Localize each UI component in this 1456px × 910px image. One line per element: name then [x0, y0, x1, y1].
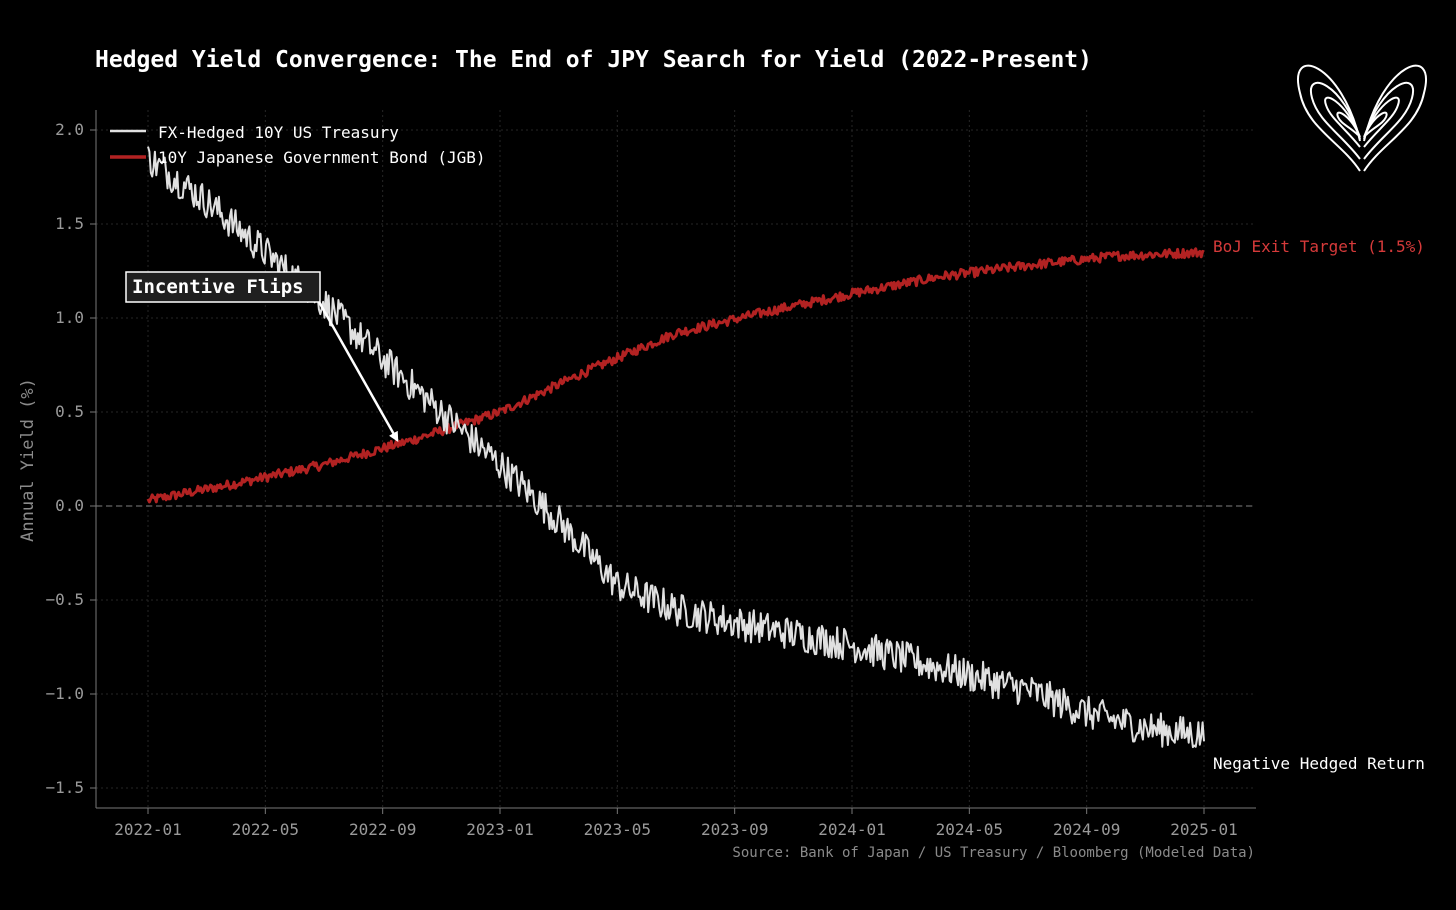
chart-title: Hedged Yield Convergence: The End of JPY…: [95, 47, 1092, 73]
x-tick-label: 2024-09: [1053, 820, 1120, 839]
y-tick-label: 1.0: [55, 308, 84, 327]
y-tick-label: −1.0: [45, 684, 84, 703]
y-tick-label: −0.5: [45, 590, 84, 609]
series-line-hedged-ust: [147, 146, 1205, 749]
legend: FX-Hedged 10Y US Treasury 10Y Japanese G…: [110, 123, 486, 167]
x-tick-label: 2024-01: [818, 820, 885, 839]
x-tick-labels: 2022-01 2022-05 2022-09 2023-01 2023-05 2023-…: [114, 820, 1237, 839]
y-tick-label: 1.5: [55, 214, 84, 233]
end-label-boj-exit-target: BoJ Exit Target (1.5%): [1213, 237, 1425, 256]
y-tick-label: 2.0: [55, 120, 84, 139]
y-tick-label: −1.5: [45, 778, 84, 797]
annotation-arrow: [316, 299, 399, 442]
series-lines: [146, 146, 1205, 749]
x-tick-label: 2023-01: [466, 820, 533, 839]
annotation-incentive-flips-text: Incentive Flips: [132, 276, 304, 298]
butterfly-logo-icon: [1297, 64, 1427, 172]
series-line-jgb: [146, 247, 1205, 504]
x-tick-label: 2022-09: [349, 820, 416, 839]
axes: [90, 110, 1256, 814]
x-tick-label: 2024-05: [936, 820, 1003, 839]
source-note: Source: Bank of Japan / US Treasury / Bl…: [732, 845, 1255, 861]
y-tick-labels: 2.0 1.5 1.0 0.5 0.0 −0.5 −1.0 −1.5: [45, 120, 84, 797]
x-tick-label: 2023-09: [701, 820, 768, 839]
annotation-incentive-flips: Incentive Flips: [125, 271, 399, 442]
y-tick-label: 0.0: [55, 496, 84, 515]
y-tick-label: 0.5: [55, 402, 84, 421]
end-label-negative-hedged-return: Negative Hedged Return: [1213, 754, 1425, 773]
annotation-box: [125, 271, 321, 303]
grid: [96, 110, 1256, 808]
x-tick-label: 2022-05: [232, 820, 299, 839]
x-tick-label: 2023-05: [584, 820, 651, 839]
legend-label-jgb: 10Y Japanese Government Bond (JGB): [158, 148, 486, 167]
x-tick-label: 2025-01: [1170, 820, 1237, 839]
legend-label-hedged-ust: FX-Hedged 10Y US Treasury: [158, 123, 399, 142]
y-axis-label: Annual Yield (%): [18, 378, 38, 542]
x-tick-label: 2022-01: [114, 820, 181, 839]
